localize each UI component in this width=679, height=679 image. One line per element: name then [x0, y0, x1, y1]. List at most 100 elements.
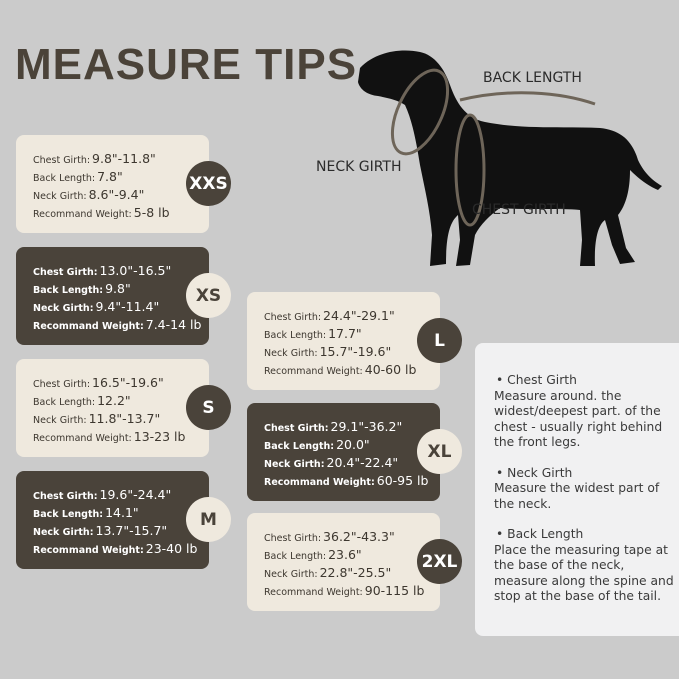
spec-row: Chest Girth: 19.6"-24.4": [33, 485, 209, 503]
spec-label: Recommand Weight:: [33, 545, 144, 556]
spec-row: Back Length: 20.0": [264, 435, 440, 453]
spec-row: Neck Girth: 22.8"-25.5": [264, 563, 440, 581]
spec-label: Neck Girth:: [264, 569, 318, 580]
spec-value: 7.8": [97, 169, 123, 184]
spec-row: Neck Girth: 8.6"-9.4": [33, 185, 209, 203]
spec-row: Recommand Weight: 40-60 lb: [264, 360, 440, 378]
spec-row: Back Length: 14.1": [33, 503, 209, 521]
spec-row: Neck Girth: 11.8"-13.7": [33, 409, 209, 427]
spec-row: Back Length: 12.2": [33, 391, 209, 409]
spec-label: Chest Girth:: [33, 379, 91, 390]
page-title: MEASURE TIPS: [15, 40, 358, 89]
spec-value: 9.8"-11.8": [92, 151, 156, 166]
spec-label: Neck Girth:: [264, 348, 318, 359]
spec-label: Chest Girth:: [33, 491, 98, 502]
spec-label: Recommand Weight:: [264, 366, 363, 377]
size-card-xs: Chest Girth: 13.0"-16.5" Back Length: 9.8" N…: [16, 247, 209, 345]
spec-label: Chest Girth:: [264, 533, 322, 544]
dog-silhouette-icon: [358, 50, 662, 266]
size-badge: L: [417, 318, 462, 363]
size-card-l: Chest Girth: 24.4"-29.1" Back Length: 17.7"…: [247, 292, 440, 390]
spec-label: Recommand Weight:: [264, 587, 363, 598]
spec-label: Back Length:: [33, 285, 104, 296]
spec-row: Neck Girth: 9.4"-11.4": [33, 297, 209, 315]
tip-heading: • Back Length: [496, 527, 584, 541]
spec-row: Back Length: 17.7": [264, 324, 440, 342]
spec-value: 20.0": [336, 437, 370, 452]
spec-row: Neck Girth: 20.4"-22.4": [264, 453, 440, 471]
spec-value: 13.0"-16.5": [99, 263, 172, 278]
tip-heading: • Chest Girth: [496, 373, 577, 387]
spec-value: 24.4"-29.1": [323, 308, 395, 323]
size-card-s: Chest Girth: 16.5"-19.6" Back Length: 12.2"…: [16, 359, 209, 457]
neck-girth-label: NECK GIRTH: [316, 159, 402, 175]
spec-label: Chest Girth:: [264, 312, 322, 323]
tip-text: Measure the widest part of the neck.: [494, 481, 660, 511]
spec-value: 23.6": [328, 547, 362, 562]
spec-value: 12.2": [97, 393, 131, 408]
spec-row: Recommand Weight: 23-40 lb: [33, 539, 209, 557]
size-badge: XXS: [186, 161, 231, 206]
spec-label: Back Length:: [33, 173, 96, 184]
size-card-xl: Chest Girth: 29.1"-36.2" Back Length: 20.0"…: [247, 403, 440, 501]
size-card-xxs: Chest Girth: 9.8"-11.8" Back Length: 7.8" Ne…: [16, 135, 209, 233]
spec-value: 36.2"-43.3": [323, 529, 395, 544]
tip-heading: • Neck Girth: [496, 465, 573, 480]
spec-row: Chest Girth: 36.2"-43.3": [264, 527, 440, 545]
tip-text: Measure around. the widest/deepest part.…: [494, 388, 663, 450]
spec-row: Recommand Weight: 60-95 lb: [264, 471, 440, 489]
size-card-m: Chest Girth: 19.6"-24.4" Back Length: 14.1"…: [16, 471, 209, 569]
spec-row: Neck Girth: 13.7"-15.7": [33, 521, 209, 539]
spec-row: Recommand Weight: 13-23 lb: [33, 427, 209, 445]
spec-value: 13-23 lb: [133, 429, 186, 444]
spec-label: Recommand Weight:: [33, 209, 132, 220]
spec-value: 9.4"-11.4": [95, 299, 160, 314]
spec-value: 9.8": [105, 281, 131, 296]
spec-value: 60-95 lb: [376, 473, 429, 488]
spec-row: Chest Girth: 24.4"-29.1": [264, 306, 440, 324]
tip-text: Place the measuring tape at the base of …: [494, 542, 674, 604]
spec-value: 20.4"-22.4": [326, 455, 399, 470]
spec-value: 13.7"-15.7": [95, 523, 168, 538]
spec-value: 7.4-14 lb: [145, 317, 202, 332]
spec-label: Back Length:: [264, 330, 327, 341]
spec-row: Chest Girth: 29.1"-36.2": [264, 417, 440, 435]
spec-value: 16.5"-19.6": [92, 375, 164, 390]
spec-value: 29.1"-36.2": [330, 419, 403, 434]
size-badge: XL: [417, 429, 462, 474]
spec-value: 14.1": [105, 505, 139, 520]
spec-row: Back Length: 9.8": [33, 279, 209, 297]
spec-row: Recommand Weight: 90-115 lb: [264, 581, 440, 599]
back-length-label: BACK LENGTH: [483, 70, 582, 86]
spec-value: 22.8"-25.5": [319, 565, 392, 580]
spec-value: 11.8"-13.7": [88, 411, 161, 426]
spec-label: Recommand Weight:: [33, 321, 144, 332]
spec-row: Chest Girth: 13.0"-16.5": [33, 261, 209, 279]
spec-row: Back Length: 23.6": [264, 545, 440, 563]
size-badge: M: [186, 497, 231, 542]
spec-row: Back Length: 7.8": [33, 167, 209, 185]
spec-row: Chest Girth: 9.8"-11.8": [33, 149, 209, 167]
spec-row: Recommand Weight: 7.4-14 lb: [33, 315, 209, 333]
spec-label: Neck Girth:: [33, 303, 94, 314]
size-badge: S: [186, 385, 231, 430]
spec-label: Neck Girth:: [264, 459, 325, 470]
spec-label: Back Length:: [33, 509, 104, 520]
spec-row: Chest Girth: 16.5"-19.6": [33, 373, 209, 391]
spec-value: 5-8 lb: [133, 205, 170, 220]
spec-label: Neck Girth:: [33, 527, 94, 538]
spec-label: Back Length:: [33, 397, 96, 408]
spec-label: Recommand Weight:: [264, 477, 375, 488]
size-badge: XS: [186, 273, 231, 318]
spec-label: Neck Girth:: [33, 191, 87, 202]
size-card-2xl: Chest Girth: 36.2"-43.3" Back Length: 23.6"…: [247, 513, 440, 611]
spec-label: Back Length:: [264, 441, 335, 452]
spec-label: Recommand Weight:: [33, 433, 132, 444]
spec-label: Chest Girth:: [264, 423, 329, 434]
size-badge: 2XL: [417, 539, 462, 584]
measure-tips-panel: • Chest Girth Measure around. the widest…: [475, 343, 679, 636]
spec-value: 8.6"-9.4": [88, 187, 145, 202]
spec-value: 23-40 lb: [145, 541, 198, 556]
chest-girth-label: CHEST GIRTH: [472, 202, 566, 218]
spec-label: Neck Girth:: [33, 415, 87, 426]
